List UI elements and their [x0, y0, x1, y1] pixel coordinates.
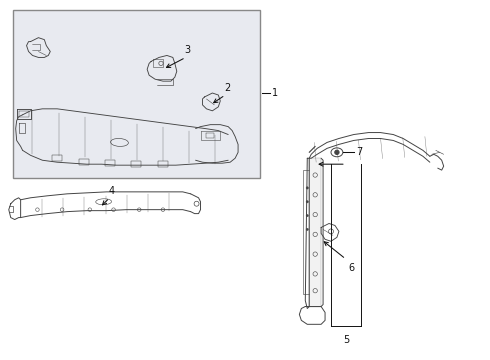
- Circle shape: [306, 187, 309, 189]
- Text: 6: 6: [349, 263, 355, 273]
- Bar: [52, 155, 62, 161]
- Bar: [105, 160, 115, 166]
- Circle shape: [306, 201, 309, 203]
- Polygon shape: [309, 158, 321, 306]
- Bar: [158, 161, 168, 167]
- Bar: [79, 159, 89, 165]
- Circle shape: [306, 215, 309, 217]
- Bar: [13, 10, 260, 178]
- Text: 3: 3: [185, 45, 191, 55]
- Text: 2: 2: [224, 83, 230, 93]
- Text: 4: 4: [108, 186, 115, 196]
- Circle shape: [306, 228, 309, 231]
- Circle shape: [335, 150, 339, 154]
- Text: 7: 7: [356, 147, 362, 157]
- Text: 1: 1: [271, 88, 278, 98]
- Bar: [131, 161, 141, 167]
- Text: 5: 5: [343, 335, 349, 345]
